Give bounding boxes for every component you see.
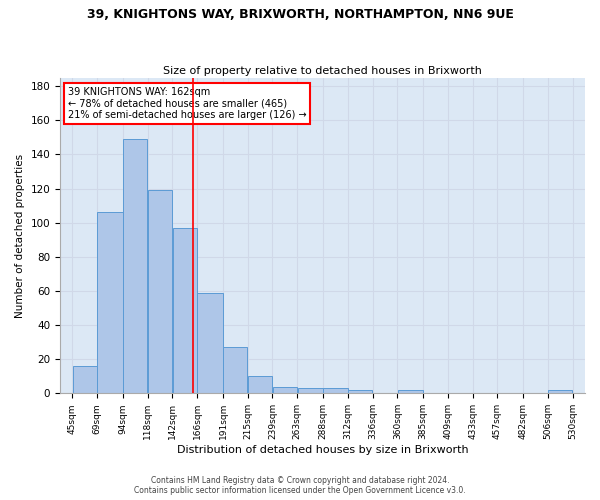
Bar — [398, 390, 423, 394]
Title: Size of property relative to detached houses in Brixworth: Size of property relative to detached ho… — [163, 66, 482, 76]
Text: 39 KNIGHTONS WAY: 162sqm
← 78% of detached houses are smaller (465)
21% of semi-: 39 KNIGHTONS WAY: 162sqm ← 78% of detach… — [68, 87, 307, 120]
Bar — [348, 390, 372, 394]
Bar — [123, 139, 148, 394]
Bar — [548, 390, 572, 394]
Bar — [97, 212, 122, 394]
Bar — [173, 228, 197, 394]
Bar — [73, 366, 97, 394]
Text: 39, KNIGHTONS WAY, BRIXWORTH, NORTHAMPTON, NN6 9UE: 39, KNIGHTONS WAY, BRIXWORTH, NORTHAMPTO… — [86, 8, 514, 20]
Bar — [248, 376, 272, 394]
X-axis label: Distribution of detached houses by size in Brixworth: Distribution of detached houses by size … — [177, 445, 469, 455]
Bar — [148, 190, 172, 394]
Text: Contains HM Land Registry data © Crown copyright and database right 2024.
Contai: Contains HM Land Registry data © Crown c… — [134, 476, 466, 495]
Bar — [298, 388, 323, 394]
Bar — [197, 292, 223, 394]
Bar — [323, 388, 347, 394]
Bar — [223, 348, 247, 394]
Y-axis label: Number of detached properties: Number of detached properties — [15, 154, 25, 318]
Bar — [273, 386, 297, 394]
